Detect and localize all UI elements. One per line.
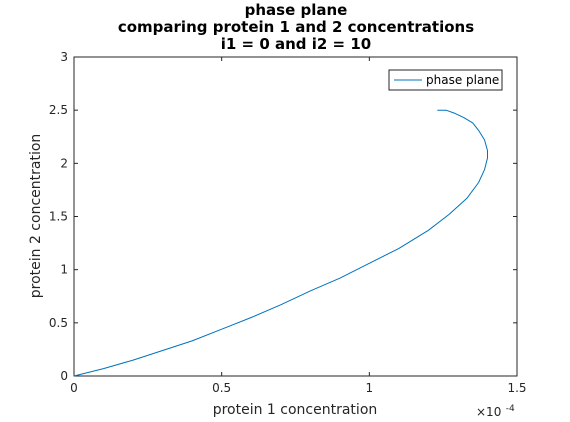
- axis-tick-labels: 0 0.5 1 1.5 0 0.5 1 1.5 2 2.5 3: [49, 50, 527, 395]
- legend-box: [388, 69, 503, 91]
- series-line-phase-plane: [73, 109, 488, 377]
- x-tick-label: 0: [70, 381, 78, 395]
- y-tick-label: 0.5: [49, 316, 68, 330]
- series-group: [73, 109, 488, 377]
- y-tick-label: 0: [60, 369, 68, 383]
- y-axis-label: protein 2 concentration: [28, 134, 44, 299]
- y-tick-label: 2: [60, 156, 68, 170]
- x-tick-label: 1.5: [507, 381, 526, 395]
- y-tick-label: 1: [60, 263, 68, 277]
- chart-title-line-3: i1 = 0 and i2 = 10: [221, 35, 371, 53]
- y-tick-label: 1.5: [49, 210, 68, 224]
- chart-title-line-2: comparing protein 1 and 2 concentrations: [118, 18, 474, 36]
- legend: phase plane: [388, 69, 503, 91]
- x-tick-label: 1: [366, 381, 374, 395]
- x-axis-label: protein 1 concentration: [213, 402, 378, 418]
- plot-area: [73, 56, 518, 377]
- x-axis-exponent: ×10 -4: [476, 403, 515, 420]
- x-axis-exponent-base: ×10: [476, 405, 501, 419]
- x-tick-label: 0.5: [212, 381, 231, 395]
- y-tick-label: 3: [60, 50, 68, 64]
- chart-title-line-1: phase plane: [245, 1, 348, 19]
- x-axis-exponent-power: -4: [506, 404, 515, 414]
- y-tick-label: 2.5: [49, 103, 68, 117]
- legend-entry-label: phase plane: [426, 73, 499, 87]
